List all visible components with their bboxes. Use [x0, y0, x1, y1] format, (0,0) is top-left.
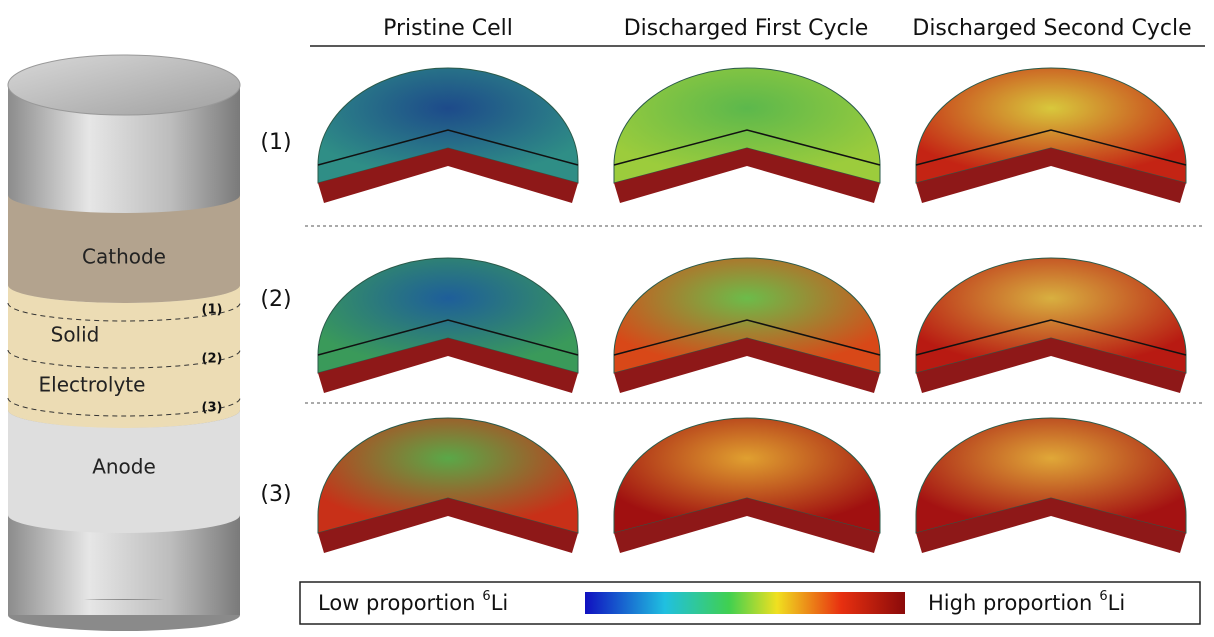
interface-outline — [915, 319, 1187, 356]
interface-label: (2) — [202, 352, 223, 367]
layer-label: Anode — [92, 455, 156, 479]
anode-strip — [318, 498, 578, 553]
row-label: (3) — [260, 482, 291, 507]
legend-superscript: 6 — [1099, 589, 1107, 604]
legend-text: Low proportion — [318, 591, 475, 615]
tomography-dome — [915, 417, 1187, 534]
anode-strip — [614, 498, 880, 553]
tomography-dome — [613, 257, 881, 374]
row-label: (2) — [260, 287, 291, 312]
electrolyte-layer — [8, 285, 240, 428]
tomography-grid — [317, 67, 1187, 553]
layer-label: Electrolyte — [39, 373, 146, 397]
interface-outline — [317, 129, 579, 166]
anode-strip — [916, 498, 1186, 553]
anode-strip — [318, 338, 578, 393]
interface-line — [7, 397, 241, 417]
cathode-layer — [8, 195, 240, 303]
anode-strip — [916, 148, 1186, 203]
tomography-dome — [613, 417, 881, 534]
legend-superscript: 6 — [482, 589, 490, 604]
interface-label: (1) — [202, 303, 223, 318]
legend-element: Li — [1108, 591, 1126, 615]
column-header: Discharged Second Cycle — [912, 16, 1191, 41]
interface-line — [7, 349, 241, 369]
interface-outline — [915, 129, 1187, 166]
tomography-dome — [613, 67, 881, 184]
layer-label: Solid — [51, 323, 100, 347]
legend-text: High proportion — [928, 591, 1092, 615]
anode-layer — [8, 410, 240, 533]
tomography-dome — [317, 257, 579, 374]
tomography-dome — [915, 67, 1187, 184]
column-header: Pristine Cell — [383, 16, 513, 41]
tomography-dome — [915, 257, 1187, 374]
tomography-dome — [317, 417, 579, 534]
interface-outline — [317, 319, 579, 356]
interface-outline — [613, 129, 881, 166]
cell-cylinder: Cathode Solid Electrolyte Anode (1) (2) … — [7, 54, 241, 631]
cylinder-body — [8, 600, 240, 615]
anode-strip — [318, 148, 578, 203]
legend-element: Li — [491, 591, 509, 615]
column-header: Discharged First Cycle — [624, 16, 869, 41]
color-scale — [585, 592, 905, 614]
interface-outline — [613, 319, 881, 356]
cylinder-top — [7, 54, 241, 116]
row-label: (1) — [260, 130, 291, 155]
layer-label: Cathode — [82, 245, 166, 269]
legend-high: High proportion 6Li — [928, 589, 1125, 616]
anode-strip — [916, 338, 1186, 393]
interface-label: (3) — [202, 401, 223, 416]
legend-low: Low proportion 6Li — [318, 589, 508, 616]
anode-strip — [614, 338, 880, 393]
tomography-dome — [317, 67, 579, 184]
anode-strip — [614, 148, 880, 203]
interface-line — [7, 302, 241, 322]
